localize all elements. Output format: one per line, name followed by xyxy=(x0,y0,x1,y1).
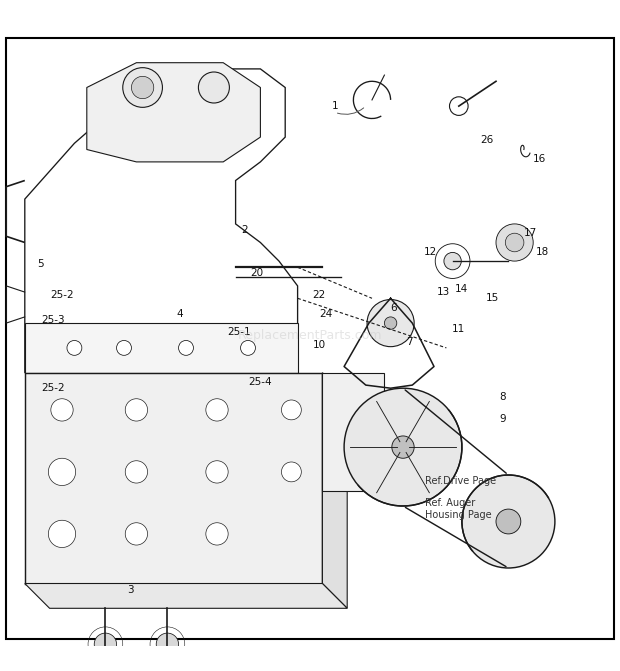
Text: Ref.Drive Page: Ref.Drive Page xyxy=(425,476,496,486)
Text: 8: 8 xyxy=(499,393,505,403)
Text: 22: 22 xyxy=(312,290,326,300)
Text: 6: 6 xyxy=(391,303,397,313)
Text: 20: 20 xyxy=(250,268,264,278)
Text: 24: 24 xyxy=(319,309,332,319)
Text: 26: 26 xyxy=(480,135,494,145)
Circle shape xyxy=(392,436,414,458)
Text: 3: 3 xyxy=(127,584,133,595)
Circle shape xyxy=(179,340,193,356)
Text: 7: 7 xyxy=(406,337,412,347)
Circle shape xyxy=(281,400,301,420)
Text: 10: 10 xyxy=(312,340,326,350)
Circle shape xyxy=(125,399,148,421)
Polygon shape xyxy=(87,62,260,162)
Circle shape xyxy=(156,633,179,656)
Circle shape xyxy=(94,633,117,656)
Text: 1: 1 xyxy=(332,101,338,111)
Circle shape xyxy=(462,475,555,568)
Text: Ref. Auger
Housing Page: Ref. Auger Housing Page xyxy=(425,499,491,520)
Polygon shape xyxy=(25,323,298,372)
Text: 17: 17 xyxy=(523,228,537,238)
Circle shape xyxy=(51,399,73,421)
Text: 25-2: 25-2 xyxy=(41,383,64,393)
Text: 25-3: 25-3 xyxy=(41,315,64,325)
Circle shape xyxy=(241,340,255,356)
Circle shape xyxy=(367,299,414,347)
Circle shape xyxy=(206,523,228,545)
Text: 25-2: 25-2 xyxy=(50,290,74,300)
Circle shape xyxy=(117,340,131,356)
FancyBboxPatch shape xyxy=(6,38,614,639)
Text: 15: 15 xyxy=(486,293,500,303)
Text: 25-1: 25-1 xyxy=(227,327,250,338)
Text: 12: 12 xyxy=(424,247,438,257)
Circle shape xyxy=(206,461,228,483)
Circle shape xyxy=(48,458,76,486)
Text: 9: 9 xyxy=(499,414,505,424)
Text: 14: 14 xyxy=(455,284,469,294)
Text: 16: 16 xyxy=(533,154,546,164)
Circle shape xyxy=(198,72,229,103)
Circle shape xyxy=(67,340,82,356)
Circle shape xyxy=(281,462,301,482)
Circle shape xyxy=(444,252,461,270)
Circle shape xyxy=(384,317,397,329)
Circle shape xyxy=(344,389,462,506)
Circle shape xyxy=(496,224,533,261)
Polygon shape xyxy=(25,584,347,609)
Circle shape xyxy=(48,520,76,548)
Text: 5: 5 xyxy=(37,259,43,269)
Polygon shape xyxy=(322,372,347,609)
Text: 25-4: 25-4 xyxy=(249,377,272,387)
Circle shape xyxy=(496,509,521,534)
Text: 4: 4 xyxy=(177,309,183,319)
Text: 11: 11 xyxy=(452,324,466,334)
Circle shape xyxy=(123,68,162,107)
Circle shape xyxy=(125,461,148,483)
Text: 13: 13 xyxy=(436,287,450,297)
Polygon shape xyxy=(322,372,384,491)
Text: ReplacementParts.com: ReplacementParts.com xyxy=(237,329,383,342)
Text: 18: 18 xyxy=(536,247,549,257)
Circle shape xyxy=(131,76,154,99)
Polygon shape xyxy=(25,372,322,584)
Circle shape xyxy=(125,523,148,545)
Text: 2: 2 xyxy=(242,225,248,235)
Circle shape xyxy=(206,399,228,421)
Circle shape xyxy=(505,234,524,252)
